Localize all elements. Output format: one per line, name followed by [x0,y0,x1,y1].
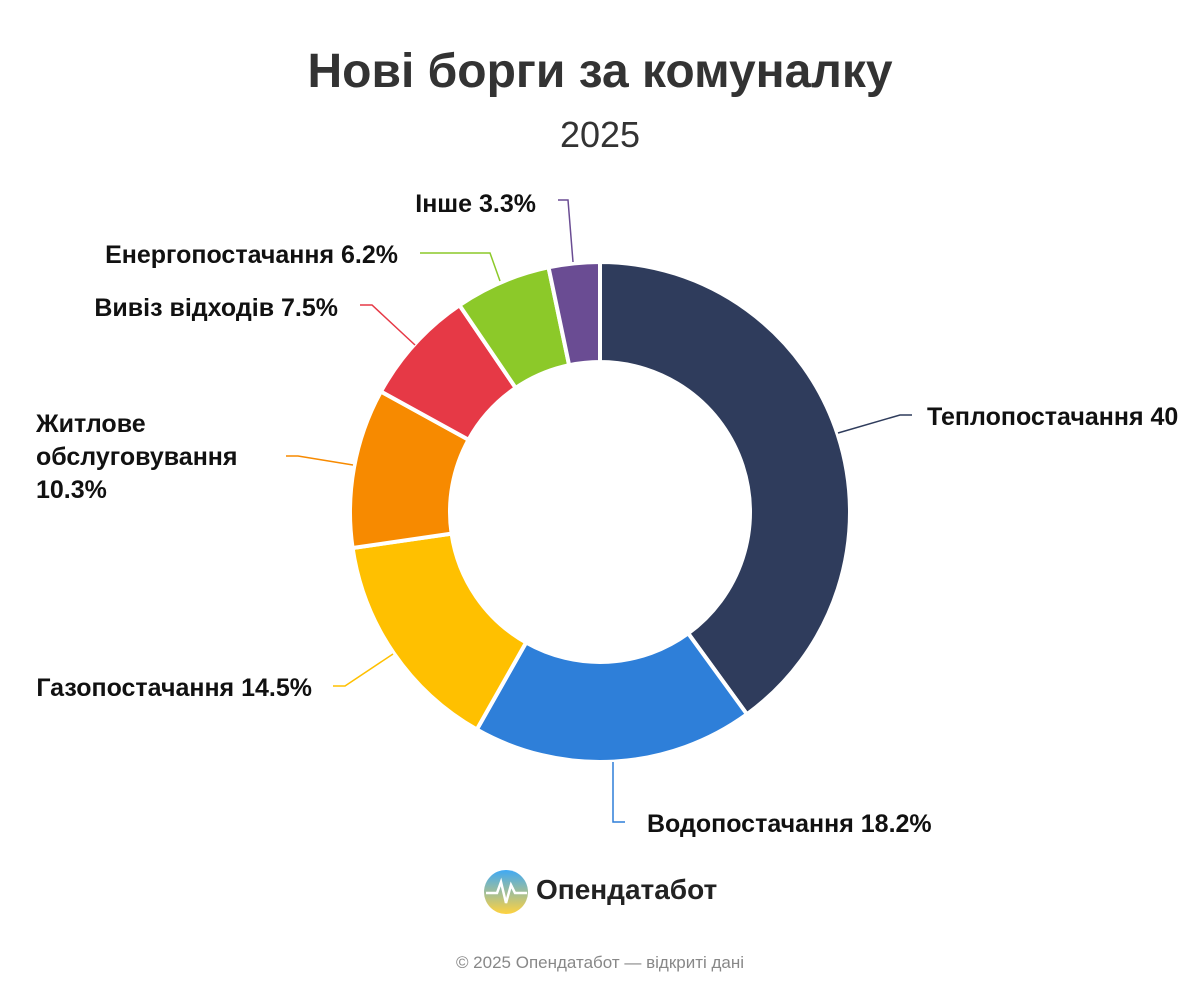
slice-label: Водопостачання 18.2% [647,808,932,841]
slice-label: Вивіз відходів 7.5% [94,292,338,325]
slice-label: Інше 3.3% [415,188,536,221]
leader-line [837,414,912,434]
chart-subtitle: 2025 [559,114,641,155]
value-label: 3.3% [479,190,536,218]
leader-line [558,199,574,263]
logo-icon [484,870,528,914]
value-label: 18.2% [860,810,932,838]
slice-label: Житлове обслуговування 10.3% [36,408,276,507]
value-label: 14.5% [241,674,312,702]
category-name: Теплопостачання [927,403,1144,431]
donut-segment [598,260,852,717]
value-label: 7.5% [281,294,338,322]
category-name: Енергопостачання [105,241,335,269]
slice-label: Газопостачання 14.5% [36,672,312,705]
leader-line [333,653,394,687]
leader-line [420,252,501,282]
chart-title: Нові борги за комуналку [307,45,893,98]
value-label: 6.2% [341,241,398,269]
logo-wave [486,877,527,904]
leader-line [286,455,354,466]
category-name: Інше [415,190,473,218]
slice-label: Енергопостачання 6.2% [105,239,398,272]
donut-segment [474,631,749,764]
category-name: Житлове обслуговування [36,410,238,471]
copyright: © 2025 Опендатабот — відкриті дані [455,953,745,972]
leader-line [612,762,625,823]
category-name: Водопостачання [647,810,854,838]
value-label: 10.3% [36,476,107,504]
value-label: 40 [1150,403,1179,431]
leader-line [360,304,416,346]
category-name: Газопостачання [36,674,235,702]
category-name: Вивіз відходів [94,294,275,322]
donut-segment [546,260,602,368]
brand: Опендатабот [536,874,718,905]
slice-label: Теплопостачання 40 [927,401,1178,434]
